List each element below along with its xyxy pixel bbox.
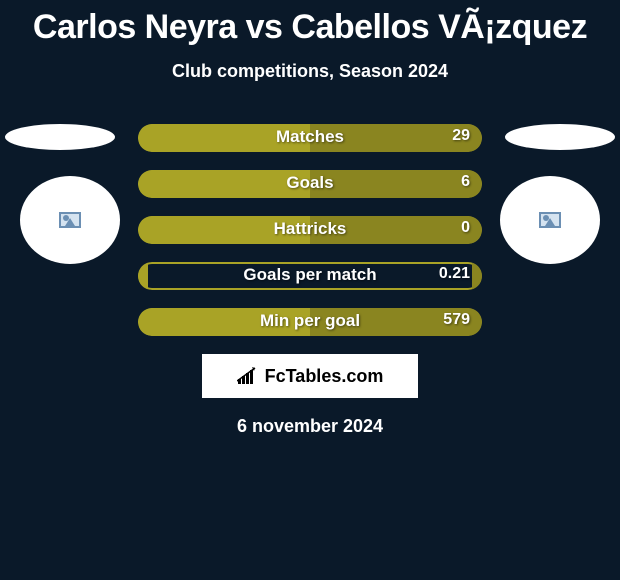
stat-bar-label: Matches	[276, 127, 344, 147]
stat-bar-value: 579	[443, 311, 470, 329]
page-subtitle: Club competitions, Season 2024	[0, 61, 620, 82]
stat-bar: Goals per match 0.21	[138, 262, 482, 290]
stat-bar: Min per goal 579	[138, 308, 482, 336]
stat-bar-label: Hattricks	[274, 219, 347, 239]
stat-bars: Matches 29 Goals 6 Hattricks 0 Goals per match…	[138, 124, 482, 336]
stat-bar-fill-right	[310, 170, 482, 198]
stat-bar-label: Goals	[286, 173, 333, 193]
stat-bar-value: 29	[452, 127, 470, 145]
player-right-ellipse	[505, 124, 615, 150]
page-title: Carlos Neyra vs Cabellos VÃ¡zquez	[0, 0, 620, 47]
stat-bar: Matches 29	[138, 124, 482, 152]
stat-bar-fill-right	[472, 262, 482, 290]
stats-area: Matches 29 Goals 6 Hattricks 0 Goals per match…	[0, 124, 620, 336]
stat-bar: Hattricks 0	[138, 216, 482, 244]
stat-bar-label: Min per goal	[260, 311, 360, 331]
bars-icon	[237, 367, 261, 385]
player-left-ellipse	[5, 124, 115, 150]
image-placeholder-icon	[539, 212, 561, 228]
player-left-avatar	[20, 176, 120, 264]
stat-bar-fill-left	[138, 170, 310, 198]
stat-bar-label: Goals per match	[243, 265, 376, 285]
image-placeholder-icon	[59, 212, 81, 228]
stat-bar-value: 0	[461, 219, 470, 237]
player-right-avatar	[500, 176, 600, 264]
stat-bar-value: 0.21	[439, 265, 470, 283]
stat-bar: Goals 6	[138, 170, 482, 198]
stat-bar-value: 6	[461, 173, 470, 191]
logo-box: FcTables.com	[202, 354, 418, 398]
logo-text: FcTables.com	[265, 366, 384, 387]
footer-date: 6 november 2024	[0, 416, 620, 437]
stat-bar-fill-left	[138, 262, 148, 290]
